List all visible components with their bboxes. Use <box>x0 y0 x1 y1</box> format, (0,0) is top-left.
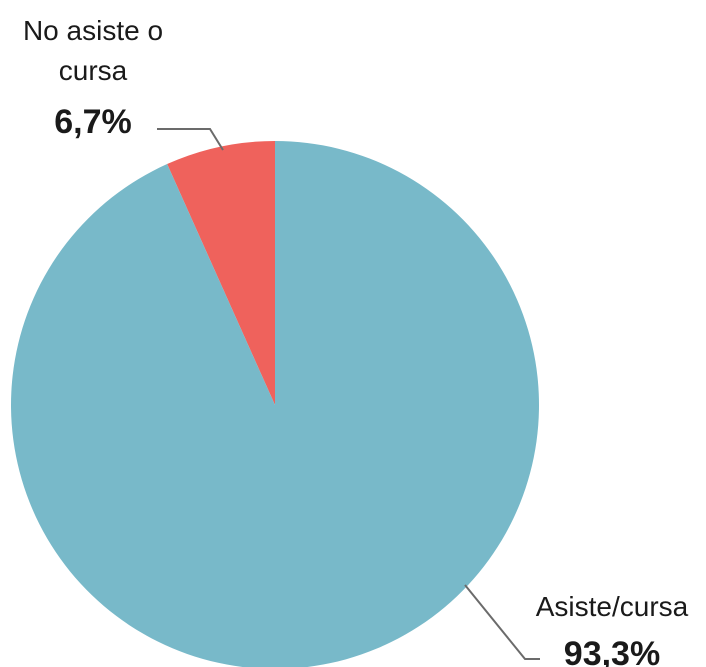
slice-label-no-asiste-line1: No asiste o <box>23 15 163 46</box>
pie-slice-no-asiste <box>167 141 275 405</box>
slice-label-asiste: Asiste/cursa <box>536 591 689 622</box>
pie-slices <box>11 141 539 667</box>
slice-value-no-asiste: 6,7% <box>54 103 132 141</box>
slice-label-no-asiste-line2: cursa <box>59 55 128 86</box>
pie-slice-asiste <box>11 141 539 667</box>
slice-value-asiste: 93,3% <box>564 635 660 667</box>
leader-line-asiste <box>464 584 540 660</box>
leader-line-no-asiste <box>157 128 224 151</box>
